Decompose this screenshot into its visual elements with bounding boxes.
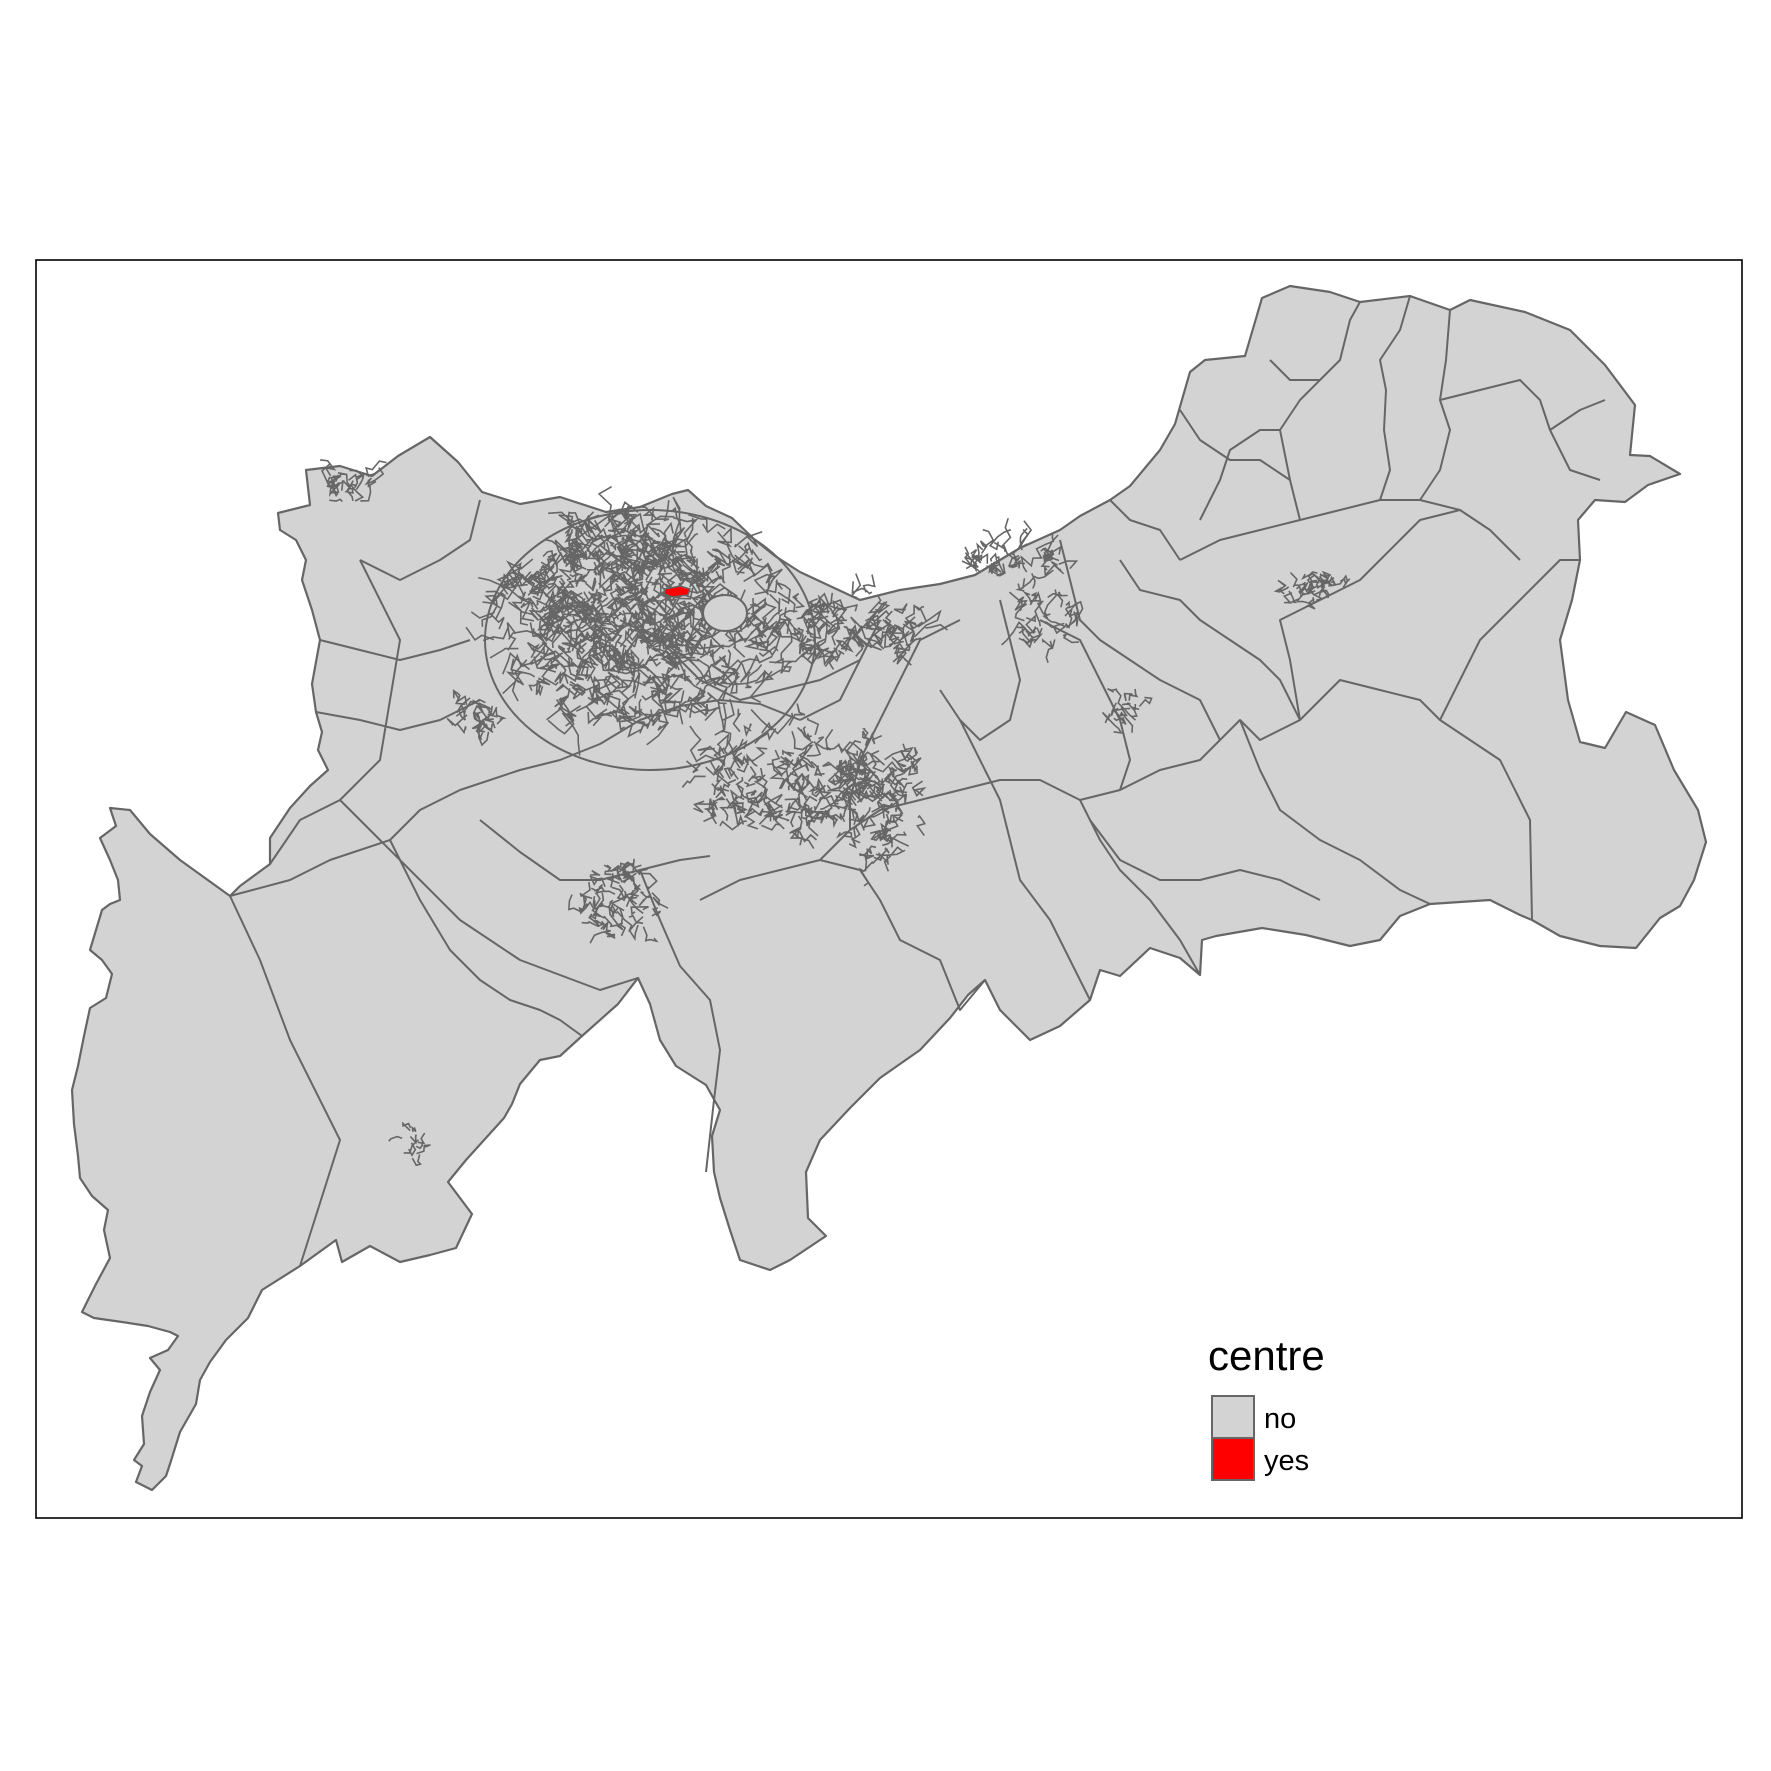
zone-boundaries	[229, 295, 1606, 1267]
map-frame	[35, 259, 1743, 1519]
ward-cluster	[518, 518, 722, 679]
ward-cluster	[961, 517, 1079, 592]
legend-swatch-yes	[1211, 1437, 1255, 1481]
ward-cluster	[1001, 589, 1084, 663]
map-legend: centre no yes	[1208, 1332, 1325, 1481]
ward-cluster	[320, 459, 387, 503]
ward-cluster	[830, 728, 927, 887]
ward-cluster	[568, 858, 669, 944]
region-outline	[70, 284, 1708, 1492]
legend-label-no: no	[1264, 1403, 1296, 1435]
ward-cluster	[446, 689, 507, 747]
legend-title: centre	[1208, 1332, 1325, 1379]
city-ring-boundary	[484, 509, 816, 771]
ward-cluster	[388, 1121, 431, 1167]
urban-ward-mesh	[320, 459, 1351, 1167]
centre-ward	[663, 585, 691, 598]
ward-cluster	[1101, 688, 1153, 734]
legend-swatch-no	[1211, 1395, 1255, 1439]
park-zone	[702, 594, 748, 632]
legend-label-yes: yes	[1264, 1445, 1309, 1477]
ward-cluster	[1273, 570, 1351, 610]
